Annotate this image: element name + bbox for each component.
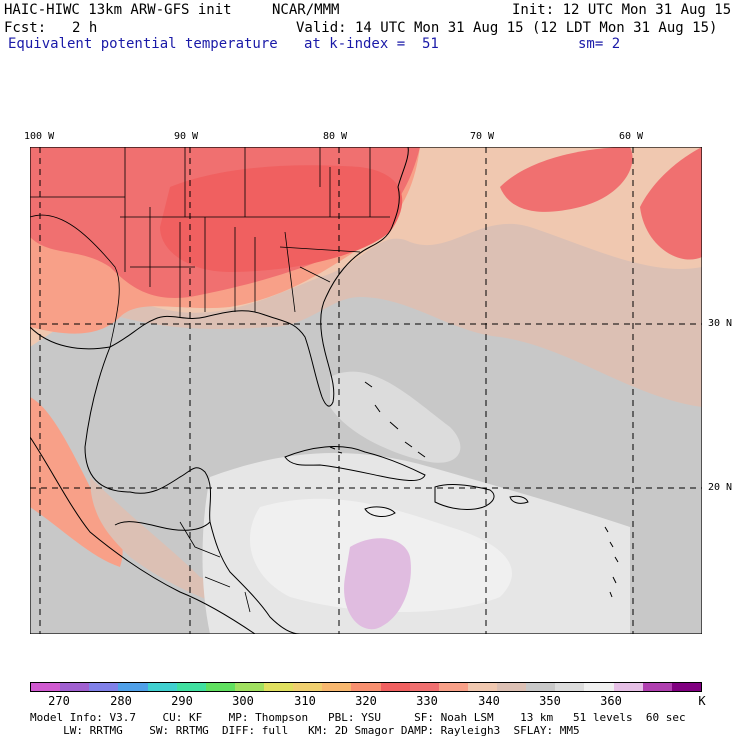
cuba — [284, 446, 426, 481]
central-america-caribbean-coast — [209, 521, 301, 634]
colorbar-swatch-5 — [176, 683, 206, 691]
pacific-coast — [30, 436, 256, 634]
field-light-atlantic — [330, 371, 461, 463]
colorbar — [30, 682, 702, 692]
colorbar-label-340: 340 — [478, 694, 500, 708]
lesser-antilles — [604, 526, 619, 598]
colorbar-swatch-6 — [205, 683, 235, 691]
smoothing-label: sm= 2 — [578, 36, 621, 52]
colorbar-swatch-11 — [351, 683, 381, 691]
puerto-rico — [509, 495, 529, 504]
colorbar-label-270: 270 — [48, 694, 70, 708]
bahamas — [364, 381, 426, 458]
hispaniola — [434, 483, 495, 510]
coastlines — [30, 147, 619, 634]
colorbar-swatch-17 — [526, 683, 556, 691]
lat-lon-grid — [30, 147, 702, 634]
model-title: HAIC-HIWC 13km ARW-GFS init — [4, 2, 232, 18]
lon-label-90w: 90 W — [174, 131, 199, 142]
field-name: Equivalent potential temperature — [8, 36, 278, 52]
colorbar-label-280: 280 — [110, 694, 132, 708]
colorbar-swatch-14 — [438, 683, 468, 691]
us-mexico-border — [30, 214, 120, 348]
colorbar-swatch-21 — [642, 683, 672, 691]
colorbar-swatch-4 — [147, 683, 177, 691]
lat-label-30n: 30 N — [708, 318, 733, 329]
model-info-line1: Model Info: V3.7 CU: KF MP: Thompson PBL… — [30, 711, 686, 724]
florida-keys-islands — [329, 446, 343, 454]
field-red-region-atlantic — [500, 147, 633, 212]
colorbar-units: K — [698, 694, 706, 708]
colorbar-swatch-15 — [467, 683, 497, 691]
init-time: Init: 12 UTC Mon 31 Aug 15 — [512, 2, 732, 18]
colorbar-swatch-20 — [613, 683, 643, 691]
field-red-core-southeast — [160, 165, 403, 272]
colorbar-swatch-19 — [584, 683, 614, 691]
lon-label-100w: 100 W — [24, 131, 55, 142]
colorbar-label-310: 310 — [294, 694, 316, 708]
colorbar-label-320: 320 — [355, 694, 377, 708]
jamaica — [364, 506, 396, 517]
colorbar-swatch-10 — [322, 683, 352, 691]
colorbar-label-360: 360 — [600, 694, 622, 708]
valid-time: Valid: 14 UTC Mon 31 Aug 15 (12 LDT Mon … — [296, 20, 718, 36]
colorbar-label-300: 300 — [232, 694, 254, 708]
forecast-hour: 2 h — [72, 20, 98, 36]
lon-label-70w: 70 W — [470, 131, 495, 142]
lon-label-80w: 80 W — [323, 131, 348, 142]
colorbar-swatch-9 — [293, 683, 323, 691]
us-gulf-coast — [30, 147, 409, 407]
level-label: at k-index = 51 — [304, 36, 439, 52]
forecast-label: Fcst: — [4, 20, 47, 36]
colorbar-label-290: 290 — [171, 694, 193, 708]
colorbar-swatch-22 — [671, 683, 701, 691]
colorbar-swatch-0 — [31, 683, 61, 691]
central-america-borders — [179, 521, 251, 613]
colorbar-swatch-3 — [118, 683, 148, 691]
colorbar-label-350: 350 — [539, 694, 561, 708]
colorbar-swatch-12 — [380, 683, 410, 691]
lon-label-60w: 60 W — [619, 131, 644, 142]
colorbar-swatch-2 — [89, 683, 119, 691]
lat-label-20n: 20 N — [708, 482, 733, 493]
colorbar-swatch-8 — [264, 683, 294, 691]
field-red-region-east — [640, 147, 702, 260]
model-info-line2: LW: RRTMG SW: RRTMG DIFF: full KM: 2D Sm… — [30, 724, 580, 737]
colorbar-swatch-16 — [497, 683, 527, 691]
colorbar-swatch-1 — [60, 683, 90, 691]
field-salmon-region-mexico — [30, 397, 123, 567]
colorbar-swatch-7 — [234, 683, 264, 691]
colorbar-swatch-13 — [409, 683, 439, 691]
field-purple-patch — [344, 538, 411, 630]
org-label: NCAR/MMM — [272, 2, 340, 18]
theta-e-map — [30, 147, 702, 634]
mexico-coast — [84, 346, 211, 531]
state-borders — [30, 147, 390, 317]
colorbar-label-330: 330 — [416, 694, 438, 708]
colorbar-swatch-18 — [555, 683, 585, 691]
political-borders — [30, 147, 390, 613]
